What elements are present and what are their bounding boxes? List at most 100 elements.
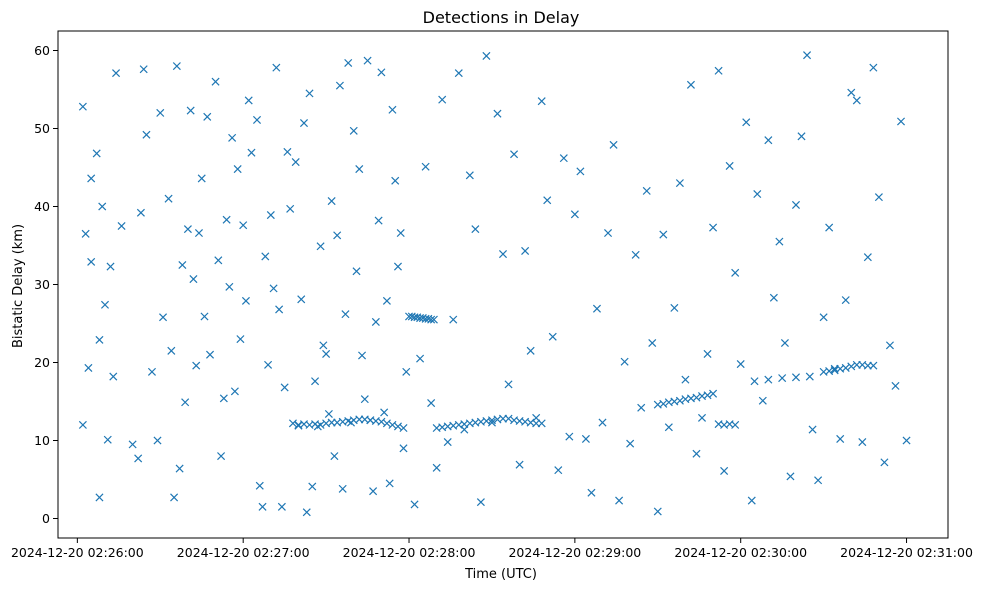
data-point [355,165,364,174]
data-point [620,357,629,366]
data-point [358,351,367,360]
data-point [197,174,206,183]
data-point [183,225,192,234]
data-point [78,420,87,429]
data-point [510,150,519,159]
data-point [324,409,333,419]
data-point [233,165,242,174]
data-point [167,346,176,355]
data-point [703,391,712,400]
data-point [217,452,226,461]
x-tick-label: 2024-12-20 02:27:00 [177,545,310,560]
data-point [847,88,856,97]
data-point [775,237,784,246]
data-point [341,310,350,319]
data-point [631,250,640,259]
data-point [493,109,502,118]
data-point [814,476,823,485]
data-point [443,438,452,447]
data-point [200,312,209,321]
data-point [543,196,552,205]
data-point [78,102,87,111]
data-point [241,296,250,305]
data-point [825,223,834,232]
data-point [808,425,817,434]
data-point [609,140,618,149]
data-point [805,372,814,381]
data-point [261,252,270,261]
data-point [388,105,397,114]
data-point [147,367,156,376]
data-point [797,132,806,141]
data-point [272,63,281,72]
data-point [736,360,745,369]
data-point [363,56,372,65]
x-tick-label: 2024-12-20 02:31:00 [840,545,973,560]
data-point [471,225,480,234]
data-point [891,381,900,390]
data-point [742,118,751,127]
data-point [247,148,256,157]
data-point [537,419,546,428]
data-point [311,377,320,386]
data-point [664,423,673,432]
data-point [205,350,215,359]
data-point [869,63,878,72]
y-tick-label: 50 [34,121,50,136]
data-point [896,117,906,126]
data-point [565,432,574,441]
data-point [228,133,237,142]
data-point [869,361,878,370]
data-point [753,189,762,199]
data-point [112,69,121,78]
data-point [432,463,441,472]
data-point [335,81,344,90]
data-point [377,417,386,426]
data-point [385,479,394,488]
data-point [709,389,718,398]
data-point [587,488,596,497]
data-point [714,66,723,75]
data-point [382,296,391,305]
data-point [136,208,145,217]
data-point [95,493,104,502]
y-axis-ticks: 0 10 20 30 40 50 60 [34,43,58,526]
data-point [476,498,485,507]
data-point [604,228,613,238]
data-point [230,387,239,396]
data-point [692,393,701,402]
data-point [81,229,90,238]
data-point [885,341,894,350]
data-point [134,454,143,463]
data-point [778,374,787,383]
x-tick-label: 2024-12-20 02:30:00 [674,545,807,560]
data-point [297,295,306,304]
data-point [659,399,668,408]
x-tick-label: 2024-12-20 02:29:00 [508,545,641,560]
data-point [128,440,137,449]
data-point [214,256,223,265]
data-point [338,484,347,493]
data-point [537,97,546,106]
data-point [598,418,607,427]
data-point [902,436,911,445]
data-point [153,436,162,445]
data-point [819,313,828,322]
data-point [750,377,759,386]
data-point [393,262,402,271]
data-point [211,77,220,86]
data-point [758,396,767,405]
data-point [438,95,447,104]
data-point [308,482,317,491]
data-point [369,487,378,496]
data-point [803,51,812,60]
data-point [841,296,850,305]
data-point [465,171,474,180]
data-point [526,346,535,355]
data-point [291,158,300,167]
data-point [277,502,286,511]
data-point [686,80,695,89]
data-point [100,300,110,309]
data-point [283,147,292,156]
data-point [159,313,168,322]
